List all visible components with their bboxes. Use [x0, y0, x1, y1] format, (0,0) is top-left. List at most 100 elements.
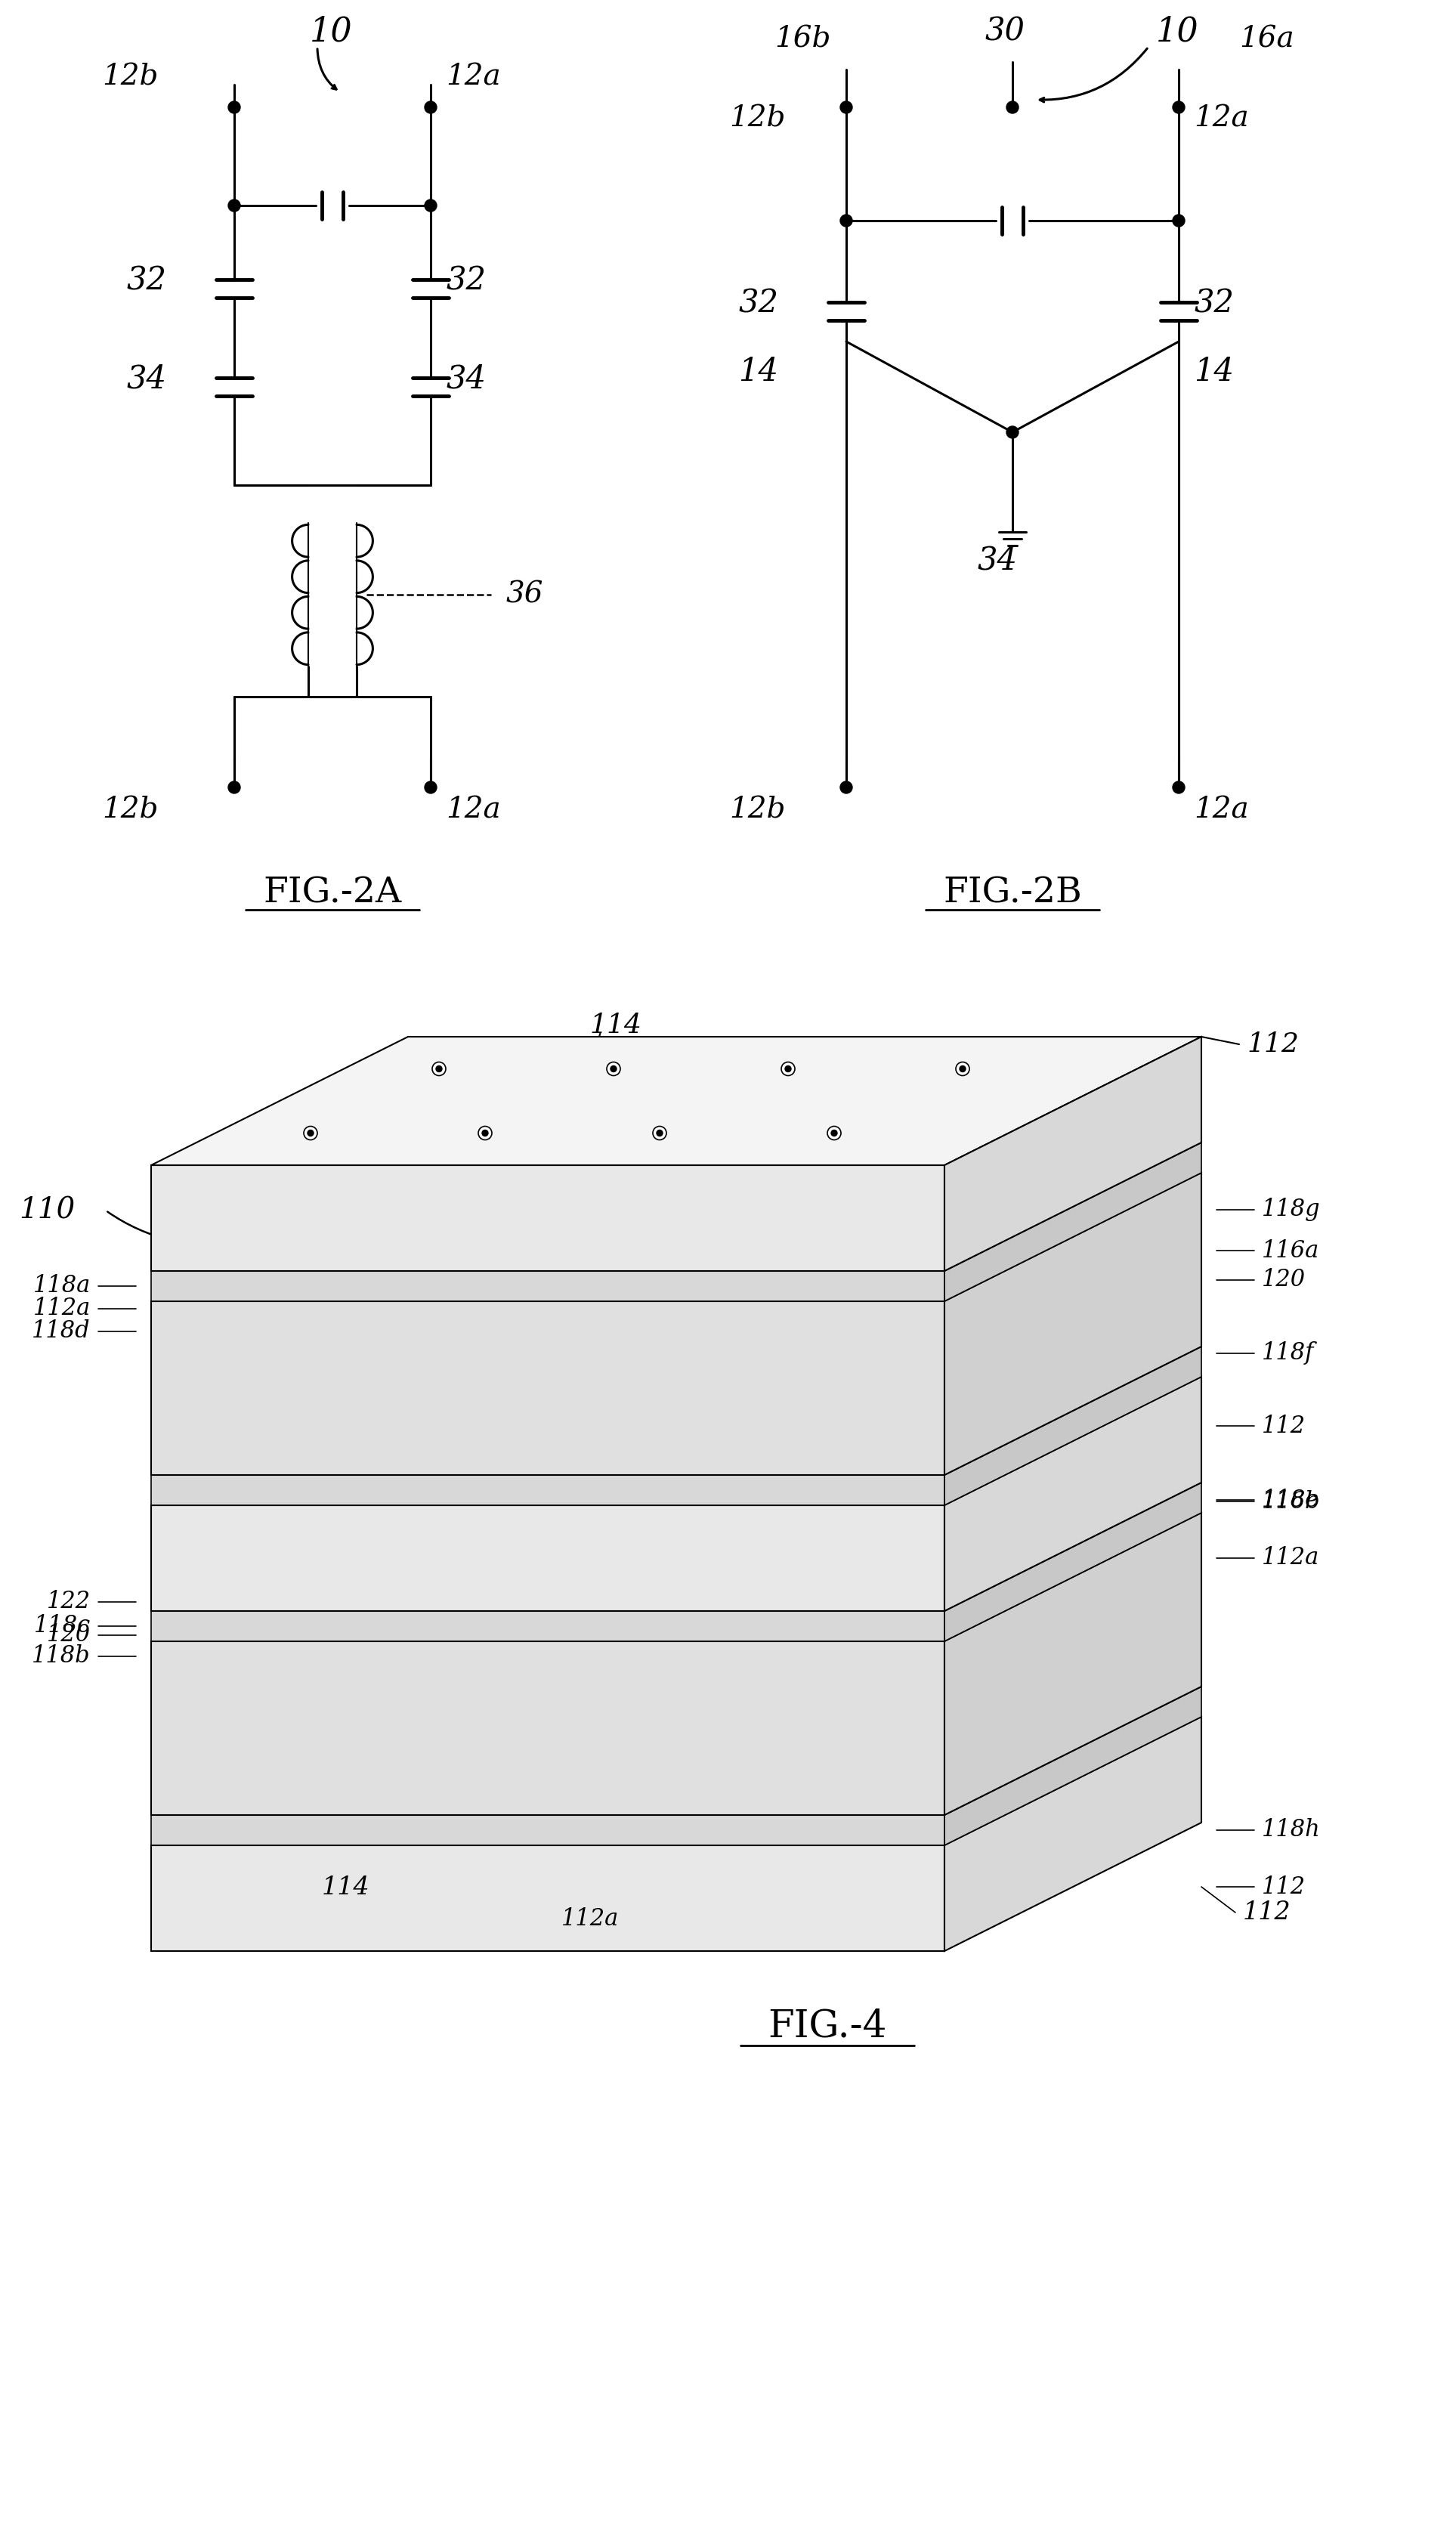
Text: 32: 32 [1194, 288, 1233, 318]
Text: 10: 10 [1156, 15, 1198, 48]
Text: 118d: 118d [32, 1320, 90, 1343]
Text: 112a: 112a [1262, 1547, 1319, 1570]
Circle shape [955, 1401, 970, 1417]
Text: 118c: 118c [33, 1615, 90, 1638]
Circle shape [536, 1547, 545, 1557]
Circle shape [831, 1470, 837, 1475]
Circle shape [462, 1243, 470, 1254]
Text: 34: 34 [977, 545, 1018, 576]
Text: 118f: 118f [1262, 1343, 1315, 1366]
Circle shape [785, 1065, 791, 1073]
Polygon shape [151, 1641, 945, 1814]
Circle shape [827, 1465, 842, 1480]
Circle shape [1041, 1182, 1051, 1192]
Circle shape [610, 1065, 616, 1073]
Text: 14: 14 [1194, 357, 1233, 387]
Circle shape [536, 1208, 545, 1215]
Circle shape [435, 1065, 443, 1073]
Circle shape [476, 1524, 485, 1531]
Circle shape [307, 1470, 313, 1475]
Circle shape [610, 1406, 616, 1412]
Circle shape [482, 1131, 488, 1136]
Circle shape [304, 1610, 313, 1618]
Polygon shape [151, 1687, 1201, 1814]
Text: 110: 110 [19, 1198, 76, 1226]
Polygon shape [151, 1142, 1201, 1271]
Circle shape [427, 1547, 435, 1557]
Circle shape [1172, 102, 1185, 112]
Circle shape [776, 1547, 785, 1557]
Polygon shape [702, 1516, 1125, 1564]
Text: 112: 112 [1262, 1414, 1306, 1437]
Text: 118a: 118a [33, 1274, 90, 1297]
Circle shape [810, 1243, 820, 1254]
Text: 114: 114 [322, 1875, 370, 1901]
Circle shape [520, 1610, 530, 1618]
Circle shape [482, 1470, 488, 1475]
Text: 118e: 118e [1262, 1488, 1319, 1511]
Polygon shape [151, 1845, 945, 1952]
Circle shape [432, 1401, 446, 1417]
Circle shape [569, 1585, 578, 1592]
Circle shape [607, 1401, 620, 1417]
Text: 112a: 112a [33, 1297, 90, 1320]
Circle shape [229, 782, 240, 792]
Circle shape [785, 1406, 791, 1412]
Polygon shape [151, 1376, 1201, 1506]
Polygon shape [945, 1514, 1201, 1814]
Circle shape [693, 1182, 702, 1192]
Text: 116a: 116a [1262, 1238, 1319, 1261]
Circle shape [831, 1809, 837, 1817]
Circle shape [584, 1524, 593, 1531]
Text: 112: 112 [1262, 1875, 1306, 1898]
Circle shape [761, 1610, 770, 1618]
Circle shape [478, 1807, 492, 1819]
Circle shape [810, 1585, 820, 1592]
Circle shape [782, 1063, 795, 1075]
Circle shape [1006, 426, 1019, 438]
Polygon shape [151, 1271, 945, 1302]
Text: 34: 34 [446, 364, 486, 395]
Text: 12b: 12b [729, 104, 786, 132]
Circle shape [840, 214, 852, 227]
Text: FIG.-2A: FIG.-2A [264, 877, 402, 910]
Polygon shape [945, 1376, 1201, 1610]
Circle shape [304, 1269, 313, 1279]
Text: 12a: 12a [1194, 104, 1249, 132]
Polygon shape [151, 1345, 1201, 1475]
Circle shape [702, 1585, 711, 1592]
Polygon shape [151, 1717, 1201, 1845]
Circle shape [955, 1743, 970, 1756]
Polygon shape [230, 1236, 652, 1287]
Polygon shape [230, 1577, 652, 1626]
Circle shape [1172, 214, 1185, 227]
Circle shape [884, 1208, 894, 1215]
Circle shape [993, 1208, 1002, 1215]
Circle shape [432, 1743, 446, 1756]
Circle shape [960, 1065, 965, 1073]
Text: 112a: 112a [562, 1908, 619, 1931]
Circle shape [607, 1063, 620, 1075]
Circle shape [427, 1208, 435, 1215]
Polygon shape [578, 1236, 1002, 1287]
Text: 12a: 12a [446, 64, 501, 92]
Circle shape [478, 1465, 492, 1480]
Circle shape [478, 1126, 492, 1139]
Circle shape [652, 1269, 662, 1279]
Text: 120: 120 [47, 1623, 90, 1646]
Text: 16b: 16b [775, 25, 831, 54]
Circle shape [352, 1585, 361, 1592]
Polygon shape [151, 1302, 945, 1475]
Circle shape [425, 102, 437, 112]
Circle shape [702, 1243, 711, 1254]
Circle shape [1041, 1524, 1051, 1531]
Circle shape [652, 1126, 667, 1139]
Circle shape [476, 1182, 485, 1192]
Circle shape [482, 1809, 488, 1817]
Text: 118h: 118h [1262, 1819, 1321, 1842]
Text: 34: 34 [127, 364, 166, 395]
Circle shape [993, 1547, 1002, 1557]
Polygon shape [945, 1483, 1201, 1641]
Polygon shape [151, 1506, 945, 1610]
Circle shape [652, 1610, 662, 1618]
